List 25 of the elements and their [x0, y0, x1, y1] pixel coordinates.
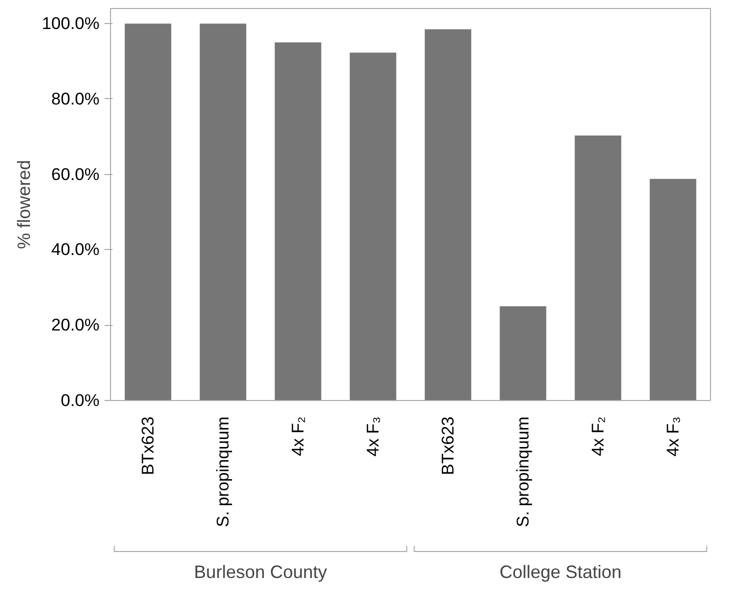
bar: [274, 42, 322, 400]
x-tick-label: 4x F₃: [364, 416, 382, 456]
text: College Station: [499, 562, 622, 582]
y-tick-label: 40.0%: [51, 240, 100, 260]
bar: [424, 29, 472, 400]
bar: [574, 136, 622, 400]
y-tick-label: 80.0%: [51, 89, 100, 108]
y-tick-label: 0.0%: [60, 391, 100, 410]
text: Burleson County: [194, 562, 328, 582]
y-axis-title: % flowered: [14, 160, 34, 250]
x-tick-label: S. propinquum: [514, 416, 532, 528]
x-tick-label: S. propinquum: [214, 416, 232, 528]
x-tick-label: 4x F₃: [664, 416, 682, 456]
bar: [650, 178, 696, 400]
x-tick-label: BTx623: [438, 416, 458, 476]
x-tick-label: BTx623: [138, 416, 158, 476]
y-tick-label: 20.0%: [51, 316, 100, 335]
bar: [200, 24, 246, 400]
y-tick-label: 100.0%: [42, 14, 100, 34]
x-tick-label: 4x F₂: [588, 416, 608, 456]
bar: [350, 52, 396, 400]
bar: [124, 24, 172, 400]
y-tick-label: 60.0%: [51, 164, 100, 184]
bar: [500, 306, 546, 400]
x-tick-label: 4x F₂: [288, 416, 308, 456]
